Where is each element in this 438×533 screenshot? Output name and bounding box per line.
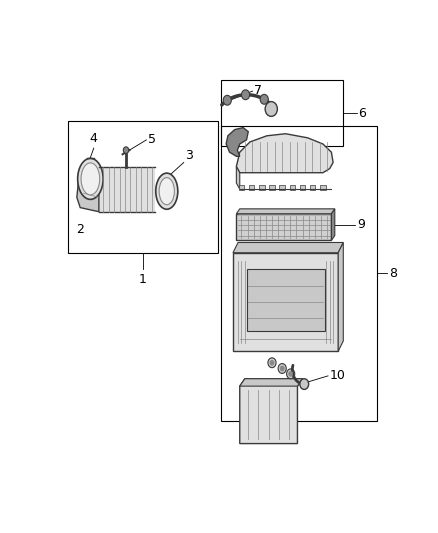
Bar [249,185,254,190]
Circle shape [223,95,231,105]
Circle shape [270,360,274,365]
Bar [99,166,155,212]
Circle shape [289,372,293,376]
Circle shape [241,90,250,100]
Ellipse shape [159,177,174,205]
Circle shape [300,379,309,390]
Text: 7: 7 [254,84,262,97]
Polygon shape [237,166,240,189]
Text: 1: 1 [139,273,147,286]
Bar [221,80,343,146]
Bar [233,253,338,351]
Circle shape [124,147,129,154]
Polygon shape [233,243,343,253]
Polygon shape [240,379,303,386]
Circle shape [280,366,284,371]
Text: 8: 8 [389,267,397,280]
Polygon shape [226,127,248,156]
Text: 3: 3 [185,149,193,161]
Text: 10: 10 [330,368,346,382]
Circle shape [265,102,277,116]
Polygon shape [332,209,335,240]
Text: 9: 9 [357,218,365,231]
Circle shape [260,94,268,104]
Bar [290,185,295,190]
Text: 5: 5 [148,133,156,147]
Bar [68,122,218,253]
Bar [300,185,305,190]
Text: 4: 4 [90,132,98,145]
Bar [310,185,315,190]
Bar [237,214,332,240]
Text: 6: 6 [359,107,367,120]
Circle shape [268,358,276,368]
Polygon shape [77,166,99,212]
Polygon shape [237,209,335,214]
Bar [269,185,275,190]
Text: 2: 2 [76,223,84,236]
Ellipse shape [156,173,178,209]
Bar [279,185,285,190]
Circle shape [286,369,295,379]
Ellipse shape [78,158,103,199]
Bar [221,126,377,421]
Bar [259,185,265,190]
Bar [239,185,244,190]
Bar [247,269,325,330]
Ellipse shape [81,163,100,195]
Polygon shape [237,134,333,173]
Polygon shape [240,379,303,443]
Circle shape [278,364,286,374]
Polygon shape [338,243,343,351]
Bar [320,185,325,190]
